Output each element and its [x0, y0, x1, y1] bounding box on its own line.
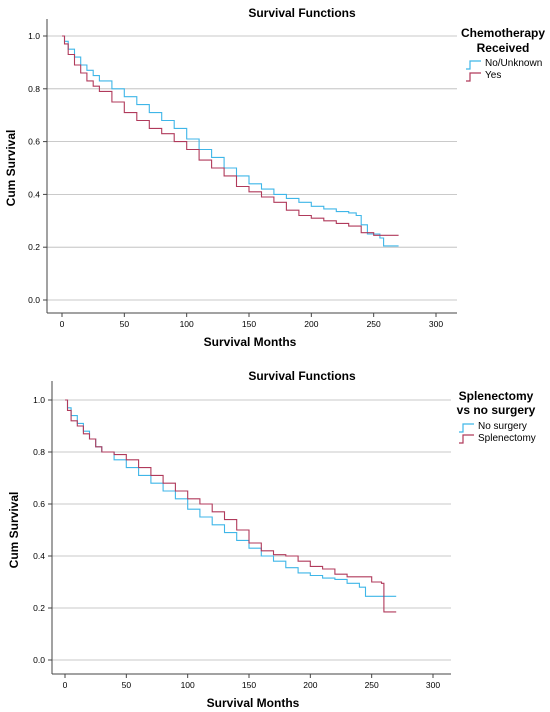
- y-tick-label-2: 0.4: [28, 189, 40, 199]
- x-axis-label: Survival Months: [207, 696, 300, 710]
- x-tick-label-2: 100: [181, 680, 195, 690]
- legend-title-line-1: Splenectomy: [459, 389, 534, 403]
- legend-swatch-splenectomy: [459, 434, 474, 444]
- x-tick-label-1: 50: [122, 680, 132, 690]
- chart-title: Survival Functions: [248, 369, 356, 383]
- x-tick-label-4: 200: [303, 680, 317, 690]
- x-tick-label-3: 150: [242, 680, 256, 690]
- legend-label-no-unknown: No/Unknown: [485, 58, 542, 69]
- legend-entry-no-unknown: No/Unknown: [466, 58, 542, 70]
- legend-entry-yes: Yes: [466, 70, 501, 82]
- legend-entry-no-surgery: No surgery: [459, 421, 527, 433]
- legend-title-line-2: Received: [477, 41, 530, 55]
- legend-label-no-surgery: No surgery: [478, 421, 527, 432]
- x-tick-label-5: 250: [367, 319, 381, 329]
- x-tick-label-0: 0: [63, 680, 68, 690]
- x-tick-label-0: 0: [60, 319, 65, 329]
- x-tick-label-6: 300: [429, 319, 443, 329]
- survival-chart-chemotherapy: 0.0 0.2 0.4 0.6 0.8 1.0 0 50 100 150 200 250 300 Sur…: [4, 6, 545, 349]
- y-tick-label-1: 0.2: [33, 603, 45, 613]
- y-tick-label-5: 1.0: [33, 395, 45, 405]
- y-tick-label-4: 0.8: [33, 447, 45, 457]
- y-tick-label-1: 0.2: [28, 242, 40, 252]
- survival-chart-splenectomy: 0.0 0.2 0.4 0.6 0.8 1.0 0 50 100 150 200 250 300 Sur…: [7, 369, 536, 710]
- y-tick-label-5: 1.0: [28, 31, 40, 41]
- x-tick-label-5: 250: [365, 680, 379, 690]
- legend-swatch-yes: [466, 72, 481, 82]
- y-tick-label-3: 0.6: [28, 137, 40, 147]
- plot-area: 0.0 0.2 0.4 0.6 0.8 1.0 0 50 100 150 200 250 300: [28, 19, 457, 329]
- series-line-yes: [62, 35, 399, 236]
- x-tick-label-2: 100: [180, 319, 194, 329]
- series-line-no-unknown: [62, 35, 399, 247]
- x-tick-label-3: 150: [242, 319, 256, 329]
- y-tick-label-0: 0.0: [33, 655, 45, 665]
- y-axis-label: Cum Survival: [7, 492, 21, 569]
- legend-label-splenectomy: Splenectomy: [478, 433, 536, 444]
- y-tick-label-4: 0.8: [28, 84, 40, 94]
- plot-area: 0.0 0.2 0.4 0.6 0.8 1.0 0 50 100 150 200 250 300: [33, 381, 451, 690]
- legend-label-yes: Yes: [485, 70, 501, 81]
- legend-swatch-no-surgery: [459, 423, 474, 433]
- y-tick-label-0: 0.0: [28, 295, 40, 305]
- x-axis-label: Survival Months: [204, 335, 297, 349]
- y-tick-label-3: 0.6: [33, 499, 45, 509]
- legend-entry-splenectomy: Splenectomy: [459, 433, 536, 444]
- series-line-splenectomy: [65, 399, 397, 613]
- y-tick-label-2: 0.4: [33, 551, 45, 561]
- x-tick-label-4: 200: [304, 319, 318, 329]
- legend-swatch-no-unknown: [466, 60, 481, 70]
- y-axis-label: Cum Survival: [4, 130, 18, 207]
- x-tick-label-6: 300: [426, 680, 440, 690]
- legend-title-line-2: vs no surgery: [457, 403, 536, 417]
- legend-title-line-1: Chemotherapy: [461, 26, 545, 40]
- x-tick-label-1: 50: [120, 319, 130, 329]
- series-line-no-surgery: [65, 399, 397, 597]
- chart-title: Survival Functions: [248, 6, 356, 20]
